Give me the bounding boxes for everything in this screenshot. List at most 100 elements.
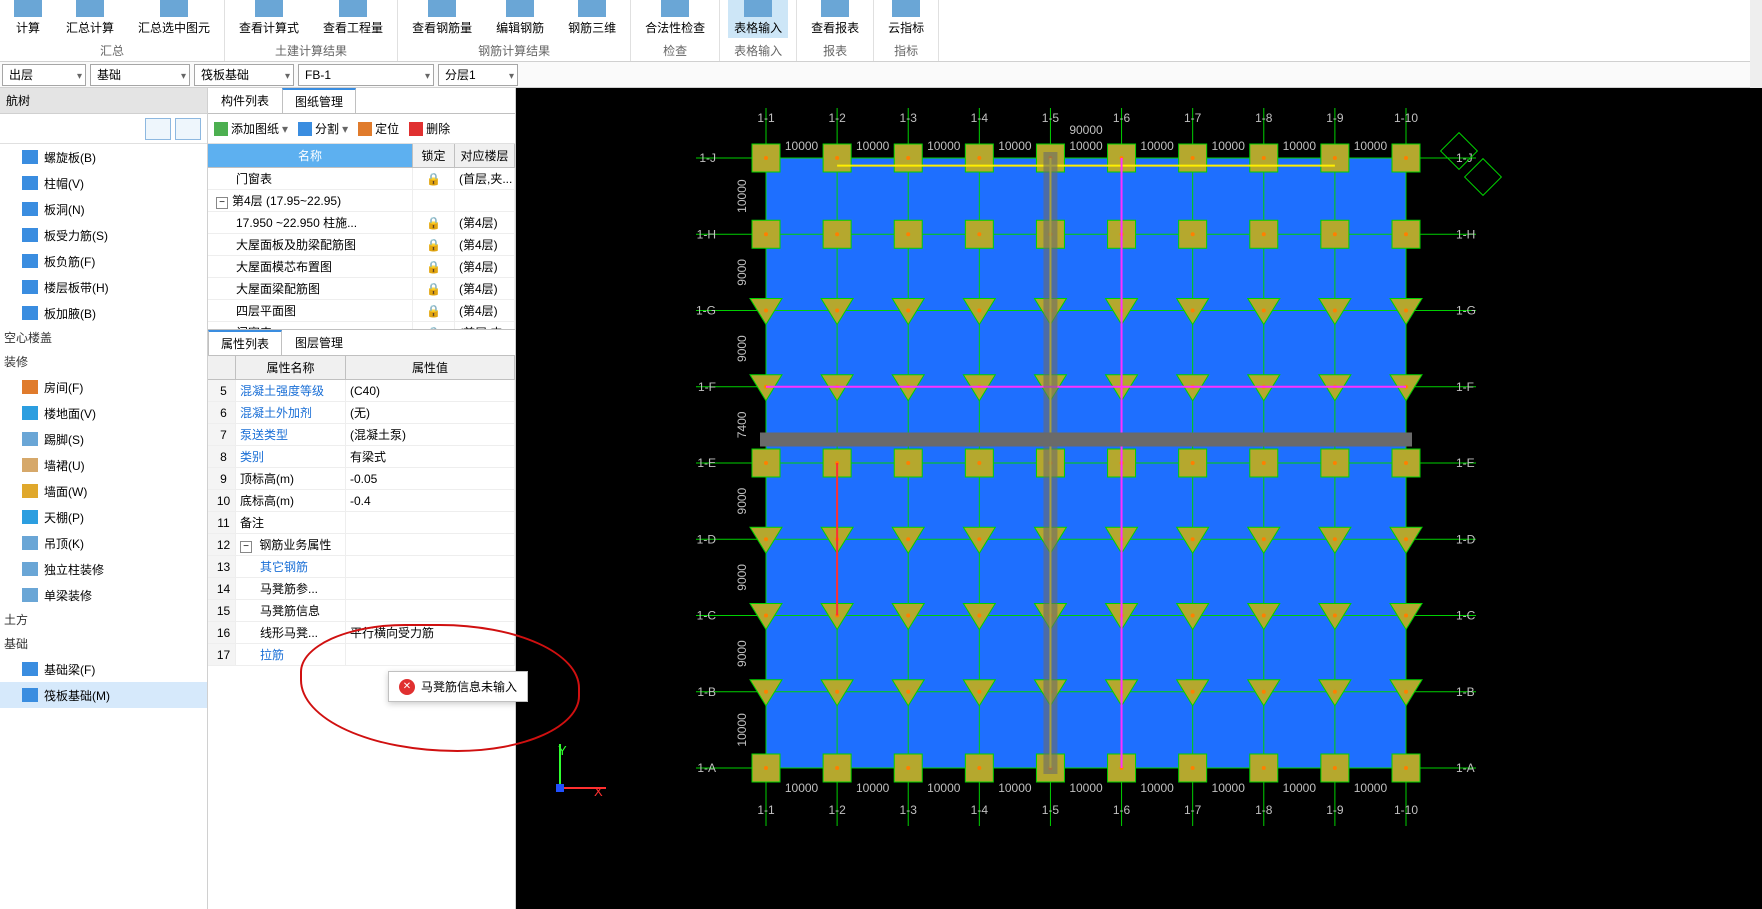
svg-text:1-D: 1-D (697, 532, 717, 546)
prop-row[interactable]: 12− 钢筋业务属性 (208, 534, 515, 556)
nav-item[interactable]: 墙面(W) (0, 478, 207, 504)
table-row[interactable]: 大屋面板及肋梁配筋图🔒(第4层) (208, 234, 515, 256)
dwg-toolbar: 添加图纸▾ 分割▾ 定位 删除 (208, 114, 515, 144)
nav-category[interactable]: 土方 (0, 608, 207, 632)
nav-list: 螺旋板(B)柱帽(V)板洞(N)板受力筋(S)板负筋(F)楼层板带(H)板加腋(… (0, 144, 207, 909)
nav-category[interactable]: 装修 (0, 350, 207, 374)
prop-tabs: 属性列表 图层管理 (208, 330, 515, 356)
component-select[interactable]: 筏板基础 (194, 64, 294, 86)
drawing-canvas[interactable]: 900001-11-110000100001-21-210000100001-3… (516, 88, 1762, 909)
nav-item[interactable]: 踢脚(S) (0, 426, 207, 452)
drawing-table: 名称 锁定 对应楼层 门窗表🔒(首层,夹...−第4层 (17.95~22.95… (208, 144, 515, 329)
ribbon-button[interactable]: 汇总选中图元 (132, 0, 216, 38)
prop-row[interactable]: 9顶标高(m)-0.05 (208, 468, 515, 490)
grid-view-icon[interactable] (175, 118, 201, 140)
nav-item-icon (22, 536, 38, 550)
nav-item[interactable]: 吊顶(K) (0, 530, 207, 556)
axis-y-label: Y (558, 743, 567, 758)
ribbon-button[interactable]: 合法性检查 (639, 0, 711, 38)
close-icon[interactable]: × (501, 329, 513, 330)
split-button[interactable]: 分割▾ (298, 120, 348, 137)
prop-row[interactable]: 7泵送类型(混凝土泵) (208, 424, 515, 446)
svg-text:1-G: 1-G (1456, 304, 1476, 318)
tab-props[interactable]: 属性列表 (208, 330, 282, 355)
nav-category[interactable]: 空心楼盖 (0, 326, 207, 350)
ribbon-button[interactable]: 查看工程量 (317, 0, 389, 38)
prop-row[interactable]: 10底标高(m)-0.4 (208, 490, 515, 512)
prop-row[interactable]: 13其它钢筋 (208, 556, 515, 578)
svg-text:10000: 10000 (785, 781, 819, 795)
lock-icon[interactable]: 🔒 (413, 300, 455, 321)
lock-icon[interactable]: 🔒 (413, 278, 455, 299)
layer-select[interactable]: 分层1 (438, 64, 518, 86)
table-row[interactable]: 四层平面图🔒(第4层) (208, 300, 515, 322)
ribbon-button[interactable]: 表格输入 (728, 0, 788, 38)
nav-item[interactable]: 螺旋板(B) (0, 144, 207, 170)
lock-icon[interactable]: 🔒 (413, 168, 455, 189)
svg-text:1-H: 1-H (697, 227, 716, 241)
nav-item[interactable]: 板负筋(F) (0, 248, 207, 274)
ribbon-button[interactable]: 查看计算式 (233, 0, 305, 38)
ribbon-button[interactable]: 云指标 (882, 0, 930, 38)
prop-panel: × 属性列表 图层管理 属性名称 属性值 5混凝土强度等级(C40)6混凝土外加… (208, 329, 515, 909)
prop-row[interactable]: 11备注 (208, 512, 515, 534)
ribbon-button[interactable]: 编辑钢筋 (490, 0, 550, 38)
prop-row[interactable]: 5混凝土强度等级(C40) (208, 380, 515, 402)
ribbon-group-label: 土建计算结果 (275, 42, 347, 59)
ribbon-button[interactable]: 查看钢筋量 (406, 0, 478, 38)
table-row[interactable]: 大屋面梁配筋图🔒(第4层) (208, 278, 515, 300)
tab-layers[interactable]: 图层管理 (282, 330, 356, 355)
table-row[interactable]: 门窗表🔒(首层,夹... (208, 322, 515, 329)
prop-row[interactable]: 14马凳筋参... (208, 578, 515, 600)
lock-icon[interactable]: 🔒 (413, 212, 455, 233)
prop-row[interactable]: 15马凳筋信息 (208, 600, 515, 622)
table-row[interactable]: 门窗表🔒(首层,夹... (208, 168, 515, 190)
nav-item[interactable]: 房间(F) (0, 374, 207, 400)
table-row[interactable]: −第4层 (17.95~22.95) (208, 190, 515, 212)
nav-item[interactable]: 基础梁(F) (0, 656, 207, 682)
nav-item[interactable]: 楼地面(V) (0, 400, 207, 426)
nav-item-icon (22, 406, 38, 420)
svg-text:10000: 10000 (785, 139, 819, 153)
list-view-icon[interactable] (145, 118, 171, 140)
nav-item[interactable]: 天棚(P) (0, 504, 207, 530)
nav-item[interactable]: 独立柱装修 (0, 556, 207, 582)
table-row[interactable]: 大屋面模芯布置图🔒(第4层) (208, 256, 515, 278)
svg-text:1-3: 1-3 (900, 803, 918, 817)
lock-icon[interactable]: 🔒 (413, 256, 455, 277)
tab-components[interactable]: 构件列表 (208, 88, 282, 113)
svg-text:10000: 10000 (735, 713, 749, 747)
nav-item[interactable]: 楼层板带(H) (0, 274, 207, 300)
add-drawing-button[interactable]: 添加图纸▾ (214, 120, 288, 137)
member-select[interactable]: FB-1 (298, 64, 434, 86)
svg-text:1-7: 1-7 (1184, 803, 1202, 817)
lock-icon[interactable]: 🔒 (413, 234, 455, 255)
nav-item[interactable]: 板加腋(B) (0, 300, 207, 326)
prop-row[interactable]: 8类别有梁式 (208, 446, 515, 468)
delete-button[interactable]: 删除 (409, 120, 450, 137)
svg-text:10000: 10000 (856, 781, 890, 795)
nav-item[interactable]: 板受力筋(S) (0, 222, 207, 248)
category-select[interactable]: 基础 (90, 64, 190, 86)
svg-text:1-2: 1-2 (828, 803, 846, 817)
nav-item[interactable]: 墙裙(U) (0, 452, 207, 478)
nav-item[interactable]: 单梁装修 (0, 582, 207, 608)
col-floor: 对应楼层 (455, 144, 515, 168)
nav-item[interactable]: 筏板基础(M) (0, 682, 207, 708)
svg-text:1-F: 1-F (698, 380, 716, 394)
table-row[interactable]: 17.950 ~22.950 柱施...🔒(第4层) (208, 212, 515, 234)
locate-button[interactable]: 定位 (358, 120, 399, 137)
ribbon-button[interactable]: 计算 (8, 0, 48, 38)
ribbon-button[interactable]: 汇总计算 (60, 0, 120, 38)
prop-row[interactable]: 6混凝土外加剂(无) (208, 402, 515, 424)
tab-drawings[interactable]: 图纸管理 (282, 88, 356, 113)
floor-select[interactable]: 出层 (2, 64, 86, 86)
ribbon-button[interactable]: 查看报表 (805, 0, 865, 38)
ribbon-button[interactable]: 钢筋三维 (562, 0, 622, 38)
nav-item[interactable]: 柱帽(V) (0, 170, 207, 196)
nav-category[interactable]: 基础 (0, 632, 207, 656)
svg-text:1-D: 1-D (1456, 532, 1476, 546)
nav-item[interactable]: 板洞(N) (0, 196, 207, 222)
lock-icon[interactable]: 🔒 (413, 322, 455, 329)
svg-text:9000: 9000 (735, 487, 749, 514)
